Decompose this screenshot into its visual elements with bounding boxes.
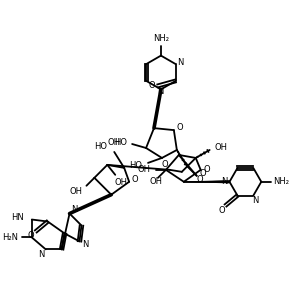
Text: H₂N: H₂N (2, 233, 18, 242)
Text: N: N (252, 196, 258, 205)
Text: OH: OH (115, 178, 128, 187)
Polygon shape (184, 181, 229, 183)
Text: NH₂: NH₂ (273, 177, 289, 186)
Text: OH: OH (149, 177, 162, 186)
Text: N: N (177, 58, 184, 66)
Text: N: N (157, 87, 163, 96)
Text: HO: HO (130, 161, 143, 171)
Text: OH: OH (214, 143, 227, 153)
Text: O: O (132, 175, 138, 184)
Text: O: O (162, 161, 168, 169)
Text: OH: OH (137, 165, 151, 174)
Text: N: N (221, 177, 228, 186)
Text: N: N (82, 240, 89, 249)
Text: O: O (148, 81, 155, 90)
Text: HN: HN (12, 213, 24, 222)
Text: O: O (199, 169, 206, 178)
Text: O: O (203, 165, 210, 174)
Text: HO: HO (94, 141, 107, 151)
Text: O: O (177, 123, 183, 132)
Text: OH: OH (70, 187, 83, 196)
Text: O: O (196, 175, 203, 184)
Text: OH: OH (108, 138, 121, 146)
Text: O: O (218, 206, 225, 215)
Text: HO: HO (114, 138, 127, 146)
Text: NH₂: NH₂ (153, 34, 169, 43)
Text: N: N (71, 205, 78, 214)
Text: O: O (28, 231, 34, 240)
Text: N: N (39, 250, 45, 259)
